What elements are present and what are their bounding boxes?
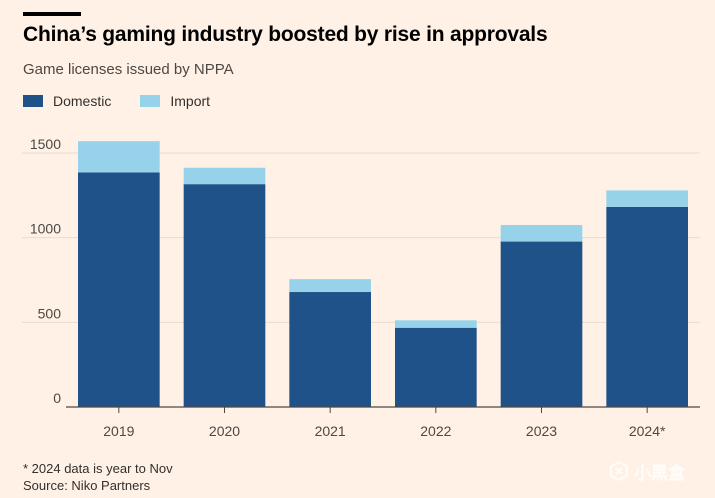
bar-domestic-2021: [289, 292, 371, 407]
bar-import-2023: [500, 224, 583, 242]
y-tick-label-0: 0: [53, 390, 61, 406]
legend-label-import: Import: [170, 93, 211, 109]
legend-swatch-domestic: [23, 95, 43, 107]
bar-domestic-2022: [395, 327, 477, 407]
x-tick-label-2019: 2019: [103, 423, 134, 439]
y-tick-label-500: 500: [38, 305, 62, 321]
watermark-text: 小黑盒: [634, 463, 685, 483]
legend-swatch-import: [140, 95, 161, 107]
bar-domestic-2024: [606, 206, 688, 407]
y-tick-label-1000: 1000: [30, 221, 61, 237]
legend-label-domestic: Domestic: [53, 93, 112, 109]
bar-import-2019: [78, 141, 160, 173]
x-tick-label-2024: 2024*: [629, 423, 666, 439]
source-note: Source: Niko Partners: [23, 478, 151, 493]
ft-brand-bar: [23, 12, 81, 16]
x-tick-label-2020: 2020: [209, 423, 240, 439]
legend: Domestic Import: [23, 92, 210, 110]
bar-import-2020: [183, 167, 266, 185]
bar-import-2024: [606, 190, 688, 207]
y-tick-label-1500: 1500: [30, 136, 61, 152]
chart-subtitle: Game licenses issued by NPPA: [23, 61, 234, 78]
legend-item-import: Import: [140, 93, 210, 109]
chart-title: China’s gaming industry boosted by rise …: [23, 23, 548, 46]
bar-import-2021: [289, 279, 371, 293]
bar-domestic-2019: [78, 172, 160, 407]
x-tick-label-2022: 2022: [420, 423, 451, 439]
legend-item-domestic: Domestic: [23, 93, 111, 109]
watermark: 小黑盒: [608, 456, 685, 486]
x-tick-label-2023: 2023: [526, 423, 557, 439]
footnote: * 2024 data is year to Nov: [23, 461, 173, 476]
heybox-logo-icon: [610, 460, 628, 482]
x-tick-label-2021: 2021: [315, 423, 346, 439]
bar-domestic-2020: [183, 184, 266, 407]
bar-import-2022: [395, 320, 477, 328]
bar-domestic-2023: [500, 241, 583, 407]
